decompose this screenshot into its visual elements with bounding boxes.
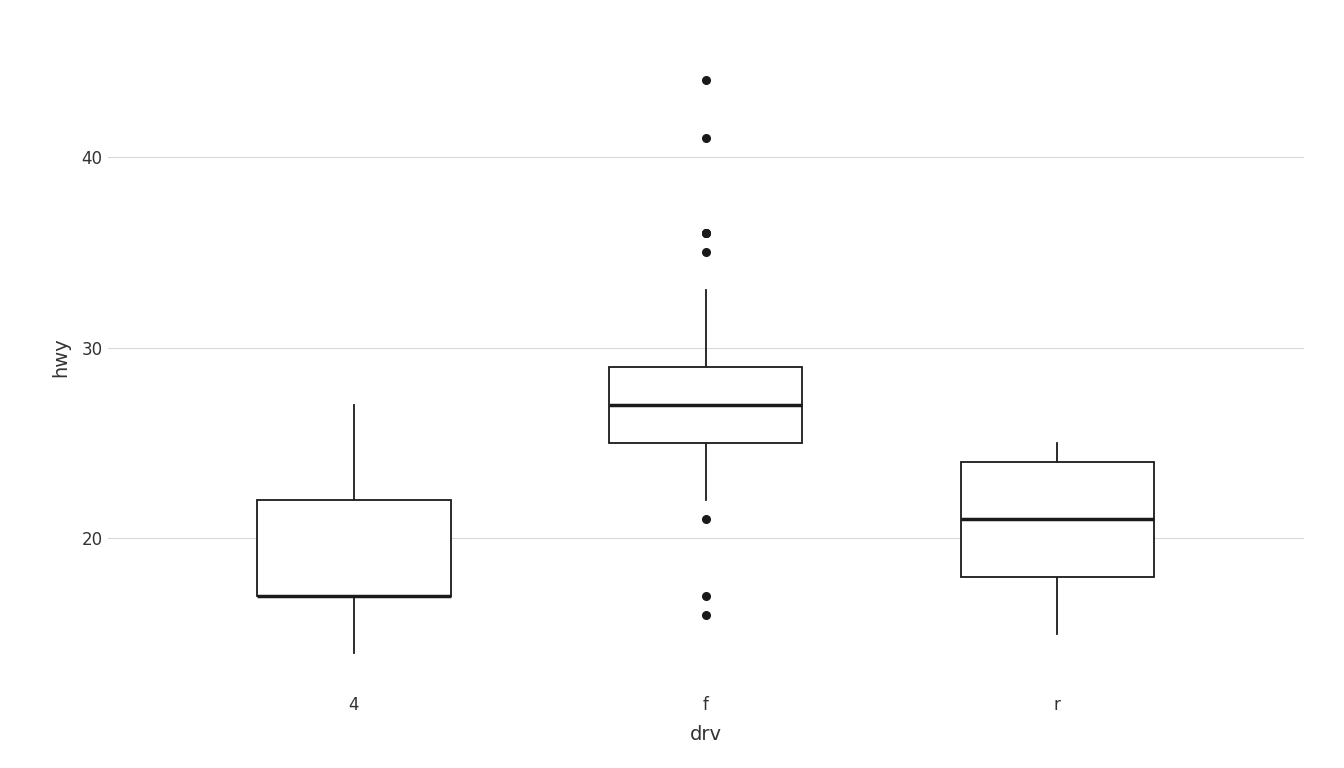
Bar <box>609 366 802 443</box>
X-axis label: drv: drv <box>689 725 722 744</box>
Bar <box>257 500 450 596</box>
Y-axis label: hwy: hwy <box>51 337 70 377</box>
Bar <box>961 462 1154 577</box>
